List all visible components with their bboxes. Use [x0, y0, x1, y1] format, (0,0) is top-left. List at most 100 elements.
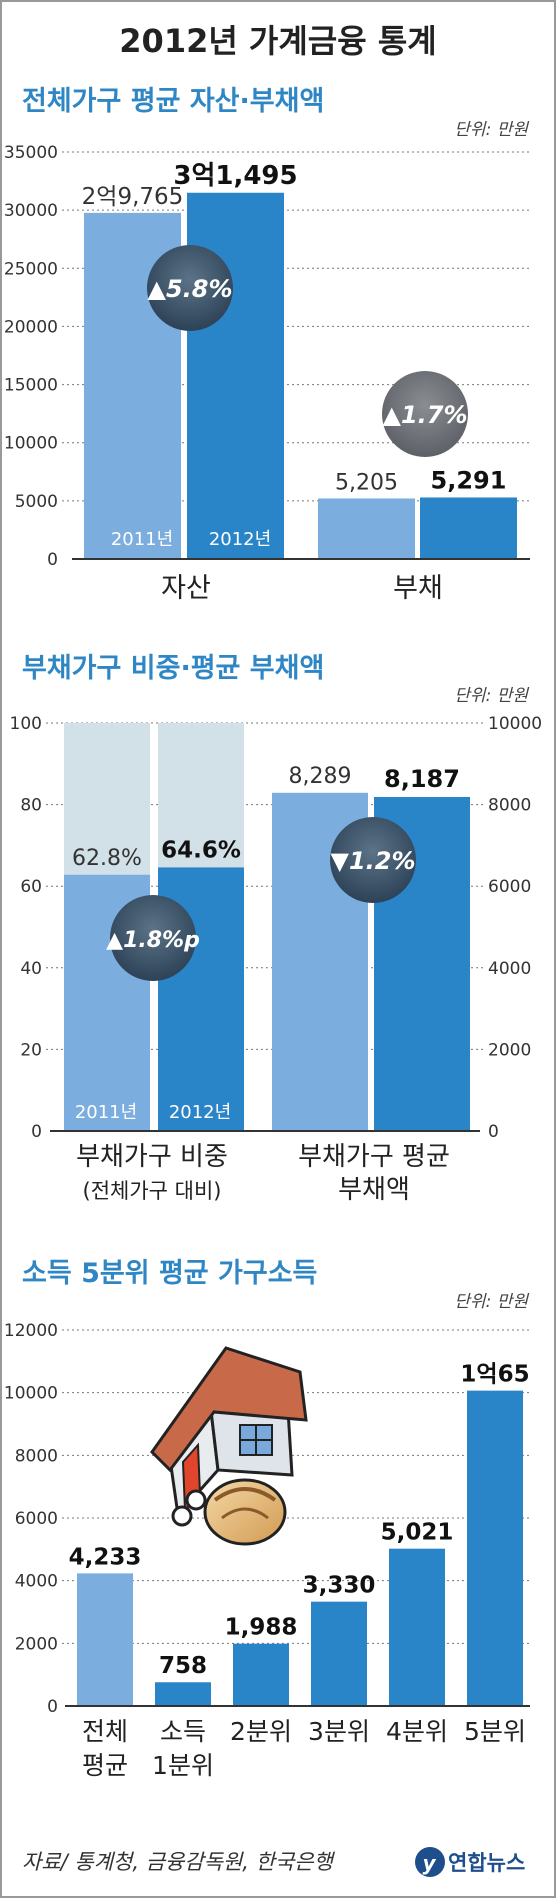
chart3-y-tick-4: 8000 — [15, 1446, 58, 1466]
chart1-y-axis: 0 5000 10000 15000 20000 25000 30000 35000 — [4, 143, 58, 570]
chart2-category-share-sub: (전체가구 대비) — [83, 1179, 222, 1203]
chart2-y-right-tick-4: 8000 — [488, 796, 531, 816]
chart1-y-tick-6: 30000 — [4, 201, 58, 221]
chart2-series1-inner-label: 2011년 — [75, 1102, 137, 1123]
logo-mark — [415, 1847, 445, 1877]
house-illustration — [150, 1346, 308, 1519]
chart1-badge-asset-text: ▲5.8% — [147, 275, 232, 303]
chart3-category-0-line2: 평균 — [82, 1751, 128, 1780]
chart2-title: 부채가구 비중·평균 부채액 — [22, 653, 324, 684]
chart1-y-tick-7: 35000 — [4, 143, 58, 163]
chart1-unit: 단위: 만원 — [454, 120, 529, 140]
chart2-badge-share-text: ▲1.8%p — [106, 928, 200, 953]
chart3-bar-1 — [155, 1682, 211, 1706]
chart2-y-left-tick-0: 0 — [31, 1122, 42, 1142]
chart3-bar-5 — [467, 1390, 523, 1706]
chart1-series1-inner-label: 2011년 — [111, 529, 173, 550]
chart2-data-label-1-1: 8,187 — [384, 765, 460, 793]
chart1-title: 전체가구 평균 자산·부채액 — [22, 86, 324, 117]
chart3-data-label-3: 3,330 — [303, 1573, 376, 1599]
chart1-badge-debt: ▲1.7% — [382, 371, 468, 457]
logo-text: 연합뉴스 — [448, 1851, 525, 1875]
chart2-unit: 단위: 만원 — [454, 686, 529, 706]
chart2-badge-share: ▲1.8%p — [106, 895, 200, 981]
main-title: 2012년 가계금융 통계 — [119, 22, 436, 60]
chart3-category-1: 소득 — [160, 1717, 206, 1746]
chart3-gridlines — [62, 1329, 530, 1644]
chart1-badge-asset: ▲5.8% — [147, 245, 233, 331]
chart3-title: 소득 5분위 평균 가구소득 — [22, 1258, 317, 1289]
chart2-data-labels: 62.8% 64.6% 8,289 8,187 — [72, 764, 460, 871]
chart1-category-debt: 부채 — [393, 573, 443, 604]
chart3-category-1-line2: 1분위 — [152, 1751, 214, 1780]
chart2-badge-debt-text: ▼1.2% — [330, 847, 415, 875]
chart-2: 부채가구 비중·평균 부채액 단위: 만원 0 20 40 60 80 100 0 2000 4… — [10, 653, 543, 1205]
chart2-badge-share-circle — [110, 895, 196, 981]
chart3-y-tick-2: 4000 — [15, 1572, 58, 1592]
chart2-y-left-tick-3: 60 — [20, 877, 42, 897]
chart3-data-label-2: 1,988 — [225, 1615, 298, 1641]
chart1-y-tick-0: 0 — [47, 550, 58, 570]
chart3-bar-3 — [311, 1601, 367, 1706]
chart1-y-tick-3: 15000 — [4, 376, 58, 396]
chart1-badge-asset-circle — [147, 245, 233, 331]
chart2-y-right-tick-2: 4000 — [488, 959, 531, 979]
chart2-badge-debt: ▼1.2% — [330, 817, 416, 903]
chart3-data-label-1: 758 — [159, 1653, 207, 1679]
chart1-y-tick-4: 20000 — [4, 317, 58, 337]
logo-glyph: y — [422, 1851, 436, 1875]
chart2-y-right-tick-1: 2000 — [488, 1040, 531, 1060]
chart2-category-share: 부채가구 비중 — [76, 1142, 228, 1172]
source-note: 자료/ 통계청, 금융감독원, 한국은행 — [22, 1850, 336, 1874]
chart1-data-label-1-1: 5,291 — [431, 466, 507, 494]
chart3-category-2: 2분위 — [230, 1717, 292, 1746]
chart2-y-axes: 0 20 40 60 80 100 0 2000 4000 6000 8000 10000 — [10, 714, 543, 1142]
coin-purse-illustration — [171, 1478, 287, 1546]
chart1-y-tick-1: 5000 — [15, 492, 58, 512]
chart1-bar-1-1 — [420, 497, 517, 559]
chart3-category-5: 5분위 — [464, 1717, 526, 1746]
chart3-category-4: 4분위 — [386, 1717, 448, 1746]
chart3-y-tick-0: 0 — [47, 1697, 58, 1717]
chart3-category-0: 전체 — [82, 1717, 128, 1746]
chart3-data-label-5: 1억65 — [460, 1362, 529, 1388]
chart2-data-label-0-1: 64.6% — [161, 837, 241, 863]
chart3-y-tick-1: 2000 — [15, 1634, 58, 1654]
chart1-data-label-1-0: 5,205 — [335, 470, 398, 495]
chart3-category-3: 3분위 — [308, 1717, 370, 1746]
chart2-category-debt-sub: 부채액 — [338, 1175, 410, 1205]
chart3-bar-4 — [389, 1548, 445, 1706]
chart2-y-right-tick-3: 6000 — [488, 877, 531, 897]
chart-1: 전체가구 평균 자산·부채액 단위: 만원 0 5000 10000 15000 200… — [4, 86, 530, 604]
logo: y 연합뉴스 — [415, 1847, 525, 1877]
chart1-category-asset: 자산 — [161, 573, 211, 604]
chart3-bar-2 — [233, 1643, 289, 1706]
chart3-unit: 단위: 만원 — [454, 1292, 529, 1312]
chart2-data-label-1-0: 8,289 — [289, 764, 352, 789]
chart3-bars — [77, 1390, 523, 1706]
chart1-bars — [84, 192, 517, 560]
chart3-data-label-4: 5,021 — [381, 1520, 454, 1546]
chart2-y-left-tick-5: 100 — [10, 714, 42, 734]
chart1-y-tick-5: 25000 — [4, 259, 58, 279]
chart1-y-tick-2: 10000 — [4, 434, 58, 454]
chart-3: 소득 5분위 평균 가구소득 단위: 만원 0 2000 4000 6000 8000 1… — [4, 1258, 530, 1780]
chart1-bar-1-0 — [318, 498, 415, 559]
chart1-series2-inner-label: 2012년 — [209, 529, 271, 550]
chart3-data-label-0: 4,233 — [69, 1544, 142, 1570]
chart3-y-tick-5: 10000 — [4, 1384, 58, 1404]
chart2-y-right-tick-0: 0 — [488, 1122, 499, 1142]
chart2-y-left-tick-2: 40 — [20, 959, 42, 979]
chart2-category-debt: 부채가구 평균 — [298, 1142, 450, 1172]
chart2-y-right-tick-5: 10000 — [488, 714, 542, 734]
chart2-y-left-tick-1: 20 — [20, 1040, 42, 1060]
chart3-bar-0 — [77, 1573, 133, 1706]
chart2-series2-inner-label: 2012년 — [169, 1102, 231, 1123]
chart2-data-label-0-0: 62.8% — [72, 846, 142, 871]
